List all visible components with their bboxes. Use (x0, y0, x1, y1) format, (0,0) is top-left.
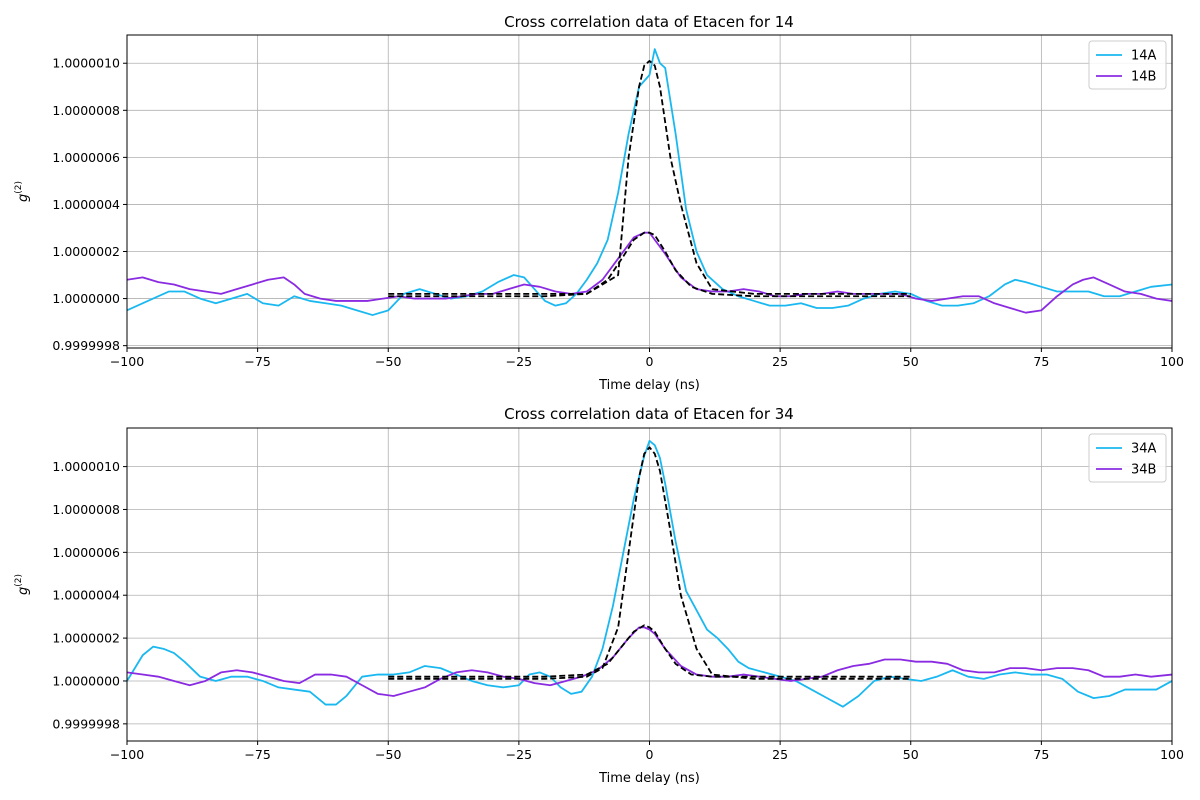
y-axis-label-base: g (16, 194, 31, 202)
y-axis-label-superscript: (2) (14, 574, 24, 587)
x-tick-label: −50 (375, 354, 401, 369)
x-tick-label: 25 (772, 354, 788, 369)
x-tick-label: −100 (110, 747, 144, 762)
y-tick-label: 1.0000002 (52, 244, 120, 259)
plot-title: Cross correlation data of Etacen for 14 (504, 13, 794, 31)
y-tick-label: 1.0000006 (52, 150, 120, 165)
x-axis-label: Time delay (ns) (598, 378, 700, 393)
legend-label: 14B (1131, 70, 1156, 85)
x-tick-label: 25 (772, 747, 788, 762)
fit-line (388, 446, 911, 680)
x-tick-label: −75 (244, 354, 270, 369)
x-tick-label: 50 (903, 747, 919, 762)
x-tick-label: −50 (375, 747, 401, 762)
x-tick-label: −25 (506, 354, 532, 369)
y-tick-label: 1.0000004 (52, 588, 120, 603)
x-tick-label: 0 (646, 747, 654, 762)
x-tick-label: −75 (244, 747, 270, 762)
y-tick-label: 1.0000006 (52, 545, 120, 560)
series-line-34B (127, 626, 1172, 697)
y-tick-label: 1.0000010 (52, 459, 120, 474)
y-axis-label-superscript: (2) (14, 181, 24, 194)
x-tick-label: 75 (1033, 747, 1049, 762)
y-tick-label: 1.0000008 (52, 103, 120, 118)
top-plot: Cross correlation data of Etacen for 14 … (14, 13, 1184, 393)
y-tick-label: 1.0000008 (52, 502, 120, 517)
legend-box (1088, 40, 1167, 90)
y-axis-label: g(2) (14, 574, 31, 595)
x-tick-label: 0 (646, 354, 654, 369)
y-tick-label: 1.0000004 (52, 197, 120, 212)
x-tick-label: 100 (1160, 747, 1184, 762)
legend-label: 34A (1131, 442, 1157, 457)
x-axis-label: Time delay (ns) (598, 771, 700, 786)
y-axis-label-base: g (16, 587, 31, 595)
x-tick-label: 75 (1033, 354, 1049, 369)
legend-label: 14A (1131, 49, 1157, 64)
x-tick-label: 50 (903, 354, 919, 369)
bottom-plot: Cross correlation data of Etacen for 34 … (14, 405, 1184, 786)
y-tick-label: 0.9999998 (52, 716, 120, 731)
fit-line (388, 624, 911, 678)
x-tick-label: 100 (1160, 354, 1184, 369)
x-tick-label: −100 (110, 354, 144, 369)
y-tick-label: 1.0000010 (52, 56, 120, 71)
plot-title: Cross correlation data of Etacen for 34 (504, 405, 794, 423)
y-tick-label: 1.0000000 (52, 291, 120, 306)
legend-box (1088, 433, 1167, 483)
x-tick-label: −25 (506, 747, 532, 762)
y-axis-label: g(2) (14, 181, 31, 202)
y-tick-label: 0.9999998 (52, 338, 120, 353)
fit-line (388, 231, 911, 298)
legend-label: 34B (1131, 463, 1156, 478)
y-tick-label: 1.0000000 (52, 673, 120, 688)
y-tick-label: 1.0000002 (52, 631, 120, 646)
